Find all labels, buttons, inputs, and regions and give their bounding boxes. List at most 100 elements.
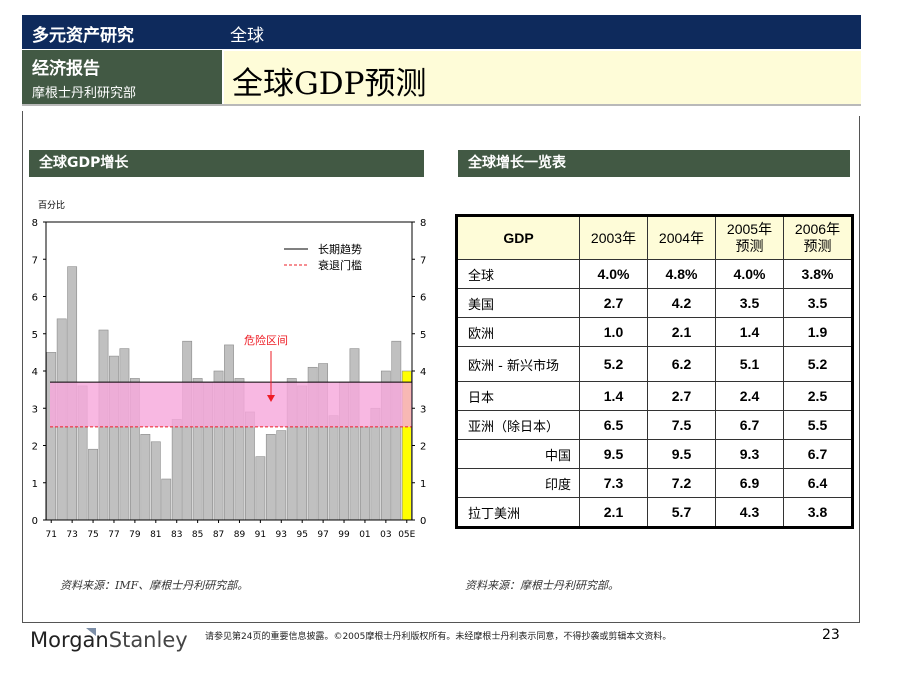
table-cell: 5.2 xyxy=(579,346,648,382)
chart-source-note: 资料来源：IMF、摩根士丹利研究部。 xyxy=(60,579,249,592)
y-tick-label-right: 3 xyxy=(420,404,426,415)
table-row: 欧洲 - 新兴市场 5.2 6.2 5.1 5.2 xyxy=(456,346,853,382)
table-cell: 2.1 xyxy=(579,497,648,528)
table-cell: 5.1 xyxy=(715,346,784,382)
table-cell: 9.3 xyxy=(715,439,784,469)
x-tick-label: 03 xyxy=(380,530,391,540)
header-bar-left xyxy=(22,15,222,49)
bar xyxy=(119,348,130,521)
table-cell: 6.7 xyxy=(715,410,784,440)
annotation-arrow-head-icon xyxy=(267,395,275,402)
bar xyxy=(255,456,266,521)
table-cell: 2.5 xyxy=(783,381,853,411)
y-tick-label-left: 3 xyxy=(32,404,38,415)
x-tick-label: 79 xyxy=(129,530,141,540)
bar xyxy=(245,411,255,521)
logo-mark-icon xyxy=(86,628,96,636)
x-tick-label: 93 xyxy=(276,530,287,540)
table-cell: 3.5 xyxy=(783,288,853,318)
danger-zone xyxy=(50,382,412,427)
chart-section-header: 全球GDP增长 xyxy=(29,150,424,177)
table-cell: 6.2 xyxy=(647,346,716,382)
table-header-text: 预测 xyxy=(803,238,832,254)
y-tick-label-right: 6 xyxy=(420,293,426,304)
table-cell: 1.0 xyxy=(579,317,648,347)
bar xyxy=(224,344,234,521)
y-tick-label-right: 4 xyxy=(420,367,426,378)
table-header-row: GDP 2003年 2004年 2005年 预测 2006年 预测 xyxy=(456,215,853,260)
frame-bottom xyxy=(22,622,860,623)
x-tick-label: 71 xyxy=(46,530,57,540)
row-label: 拉丁美洲 xyxy=(456,497,580,528)
y-tick-label-right: 2 xyxy=(420,442,426,453)
x-tick-label: 75 xyxy=(87,530,98,540)
bar xyxy=(161,478,172,521)
table-cell: 7.5 xyxy=(647,410,716,440)
row-label: 欧洲 - 新兴市场 xyxy=(456,346,580,382)
x-tick-label: 05E xyxy=(398,530,415,540)
table-cell: 6.4 xyxy=(783,468,853,498)
x-tick-label: 81 xyxy=(150,530,161,540)
table-row: 中国 9.5 9.5 9.3 6.7 xyxy=(456,439,853,469)
table-cell: 6.7 xyxy=(783,439,853,469)
table-header-text: 2005年 xyxy=(726,221,773,237)
x-tick-label: 87 xyxy=(213,530,224,540)
y-tick-label-right: 1 xyxy=(420,479,426,490)
table-cell: 4.8% xyxy=(647,259,716,289)
table-cell: 9.5 xyxy=(579,439,648,469)
table-cell: 4.0% xyxy=(579,259,648,289)
table-row: 美国 2.7 4.2 3.5 3.5 xyxy=(456,288,853,318)
page-number: 23 xyxy=(822,627,840,643)
bar xyxy=(171,419,182,521)
x-tick-label: 73 xyxy=(66,530,77,540)
table-header-2: 2004年 xyxy=(647,215,716,260)
table-cell: 9.5 xyxy=(647,439,716,469)
row-label: 日本 xyxy=(456,381,580,411)
y-tick-label-right: 7 xyxy=(420,255,426,266)
x-tick-label: 77 xyxy=(108,530,119,540)
y-tick-label-right: 5 xyxy=(420,330,426,341)
table-row: 亚洲（除日本） 6.5 7.5 6.7 5.5 xyxy=(456,410,853,440)
x-tick-label: 95 xyxy=(296,530,307,540)
table-section-header: 全球增长一览表 xyxy=(458,150,850,177)
table-cell: 5.7 xyxy=(647,497,716,528)
table-header-text: 2006年 xyxy=(794,221,841,237)
table-row: 全球 4.0% 4.8% 4.0% 3.8% xyxy=(456,259,853,289)
footer-disclaimer: 请参见第24页的重要信息披露。©2005摩根士丹利版权所有。未经摩根士丹利表示同… xyxy=(205,632,672,642)
research-title: 多元资产研究 xyxy=(32,26,134,46)
header-bar-right xyxy=(222,15,861,49)
bar xyxy=(88,448,98,521)
x-tick-label: 91 xyxy=(255,530,266,540)
row-label: 全球 xyxy=(456,259,580,289)
report-type-box xyxy=(22,50,222,104)
growth-summary-table: GDP 2003年 2004年 2005年 预测 2006年 预测 全球 4.0% 4.8% 4.… xyxy=(455,214,854,529)
table-cell: 7.2 xyxy=(647,468,716,498)
logo-text-morgan: Morgan xyxy=(30,628,109,652)
x-tick-label: 01 xyxy=(359,530,370,540)
y-tick-label-left: 7 xyxy=(32,255,38,266)
table-header-4: 2006年 预测 xyxy=(783,215,853,260)
table-cell: 3.8% xyxy=(783,259,853,289)
table-cell: 4.3 xyxy=(715,497,784,528)
page-title: 全球GDP预测 xyxy=(232,66,427,102)
y-tick-label-left: 5 xyxy=(32,330,38,341)
table-cell: 6.9 xyxy=(715,468,784,498)
y-tick-label-right: 8 xyxy=(420,218,426,229)
x-tick-label: 89 xyxy=(234,530,246,540)
y-tick-label-left: 6 xyxy=(32,293,38,304)
row-label: 中国 xyxy=(456,439,580,469)
header-divider xyxy=(22,104,861,106)
table-header-text: 预测 xyxy=(735,238,764,254)
frame-left xyxy=(22,111,23,623)
table-cell: 5.5 xyxy=(783,410,853,440)
logo-text-stanley: Stanley xyxy=(108,628,188,652)
bar xyxy=(391,340,402,521)
region-title: 全球 xyxy=(230,26,264,46)
table-cell: 3.5 xyxy=(715,288,784,318)
table-cell: 6.5 xyxy=(579,410,648,440)
table-cell: 7.3 xyxy=(579,468,648,498)
bar xyxy=(349,348,360,521)
y-tick-label-left: 4 xyxy=(32,367,38,378)
row-label: 亚洲（除日本） xyxy=(456,410,580,440)
